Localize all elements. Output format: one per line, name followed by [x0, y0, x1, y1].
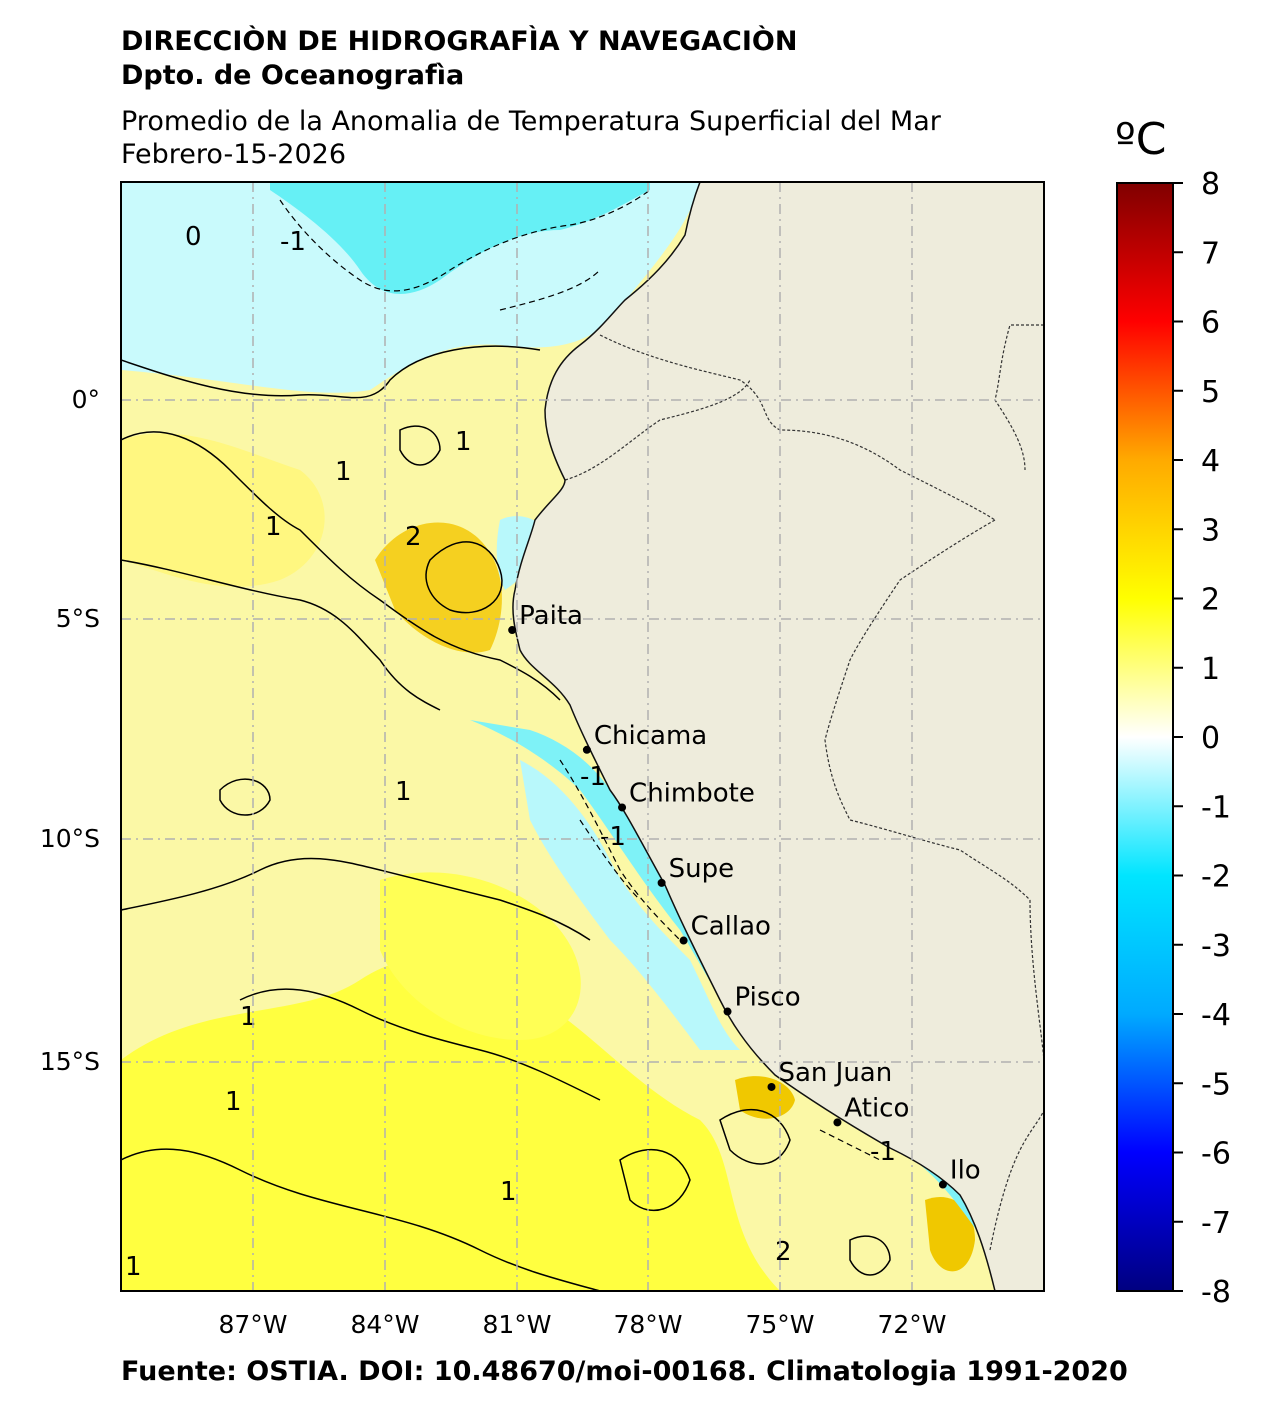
country-border: [564, 379, 751, 481]
organization-title: DIRECCIÒN DE HIDROGRAFÌA Y NAVEGACIÒN: [121, 26, 798, 57]
anomaly-warm-patch: [380, 872, 581, 1040]
contour-label: 1: [240, 1002, 257, 1032]
map-date: Febrero-15-2026: [121, 139, 347, 170]
city-marker-chicama: [582, 745, 591, 754]
colorbar-tick-label: 7: [1201, 236, 1220, 271]
city-marker-ilo: [938, 1180, 947, 1189]
lat-tick-label: 15°S: [40, 1047, 100, 1076]
city-marker-san-juan: [767, 1082, 776, 1091]
contour-label: 2: [775, 1237, 792, 1267]
anomaly-warm-patch: [121, 958, 780, 1291]
colorbar-tick-label: -8: [1201, 1275, 1231, 1310]
map-frame: [120, 181, 1045, 1292]
contour-label: 2: [405, 522, 422, 552]
colorbar-tick-label: 6: [1201, 306, 1220, 341]
city-label-san-juan: San Juan: [778, 1058, 892, 1088]
city-label-atico: Atico: [844, 1093, 909, 1123]
city-marker-paita: [508, 626, 517, 635]
colorbar-tick-label: -5: [1201, 1067, 1231, 1102]
city-marker-pisco: [723, 1007, 732, 1016]
colorbar-tick-label: 1: [1201, 652, 1220, 687]
latitude-tick-labels: 0° 5°S 10°S 15°S: [40, 385, 100, 1076]
city-markers: Paita Chicama Chimbote Supe Callao Pisco San J…: [508, 601, 981, 1189]
gridlines: [121, 182, 1044, 1291]
city-label-chimbote: Chimbote: [629, 778, 755, 808]
city-label-chicama: Chicama: [594, 721, 707, 751]
colorbar-tick-label: -3: [1201, 929, 1231, 964]
contour-label: 1: [455, 427, 472, 457]
department-title: Dpto. de Oceanografìa: [121, 60, 465, 91]
colorbar-tick-label: 2: [1201, 583, 1220, 618]
colorbar-tick-label: -7: [1201, 1206, 1231, 1241]
contour-label: 1: [335, 457, 352, 487]
map-title: Promedio de la Anomalia de Temperatura S…: [121, 106, 941, 137]
map-panel: 0 1 -1 2 1 1 -1 1 -1 1 1 -1 1 2 1: [121, 182, 1044, 1291]
city-label-supe: Supe: [669, 854, 734, 884]
contour-labels: 0 1 -1 2 1 1 -1 1 -1 1 1 -1 1 2 1: [125, 222, 896, 1282]
city-marker-atico: [833, 1118, 842, 1127]
coastline: [512, 182, 996, 1291]
anomaly-cold-core: [270, 182, 650, 294]
anomaly-warm-patch: [121, 433, 325, 587]
city-label-callao: Callao: [691, 912, 771, 942]
contour-label: 1: [265, 512, 282, 542]
colorbar-tick-label: -2: [1201, 860, 1231, 895]
lon-tick-label: 75°W: [745, 1310, 814, 1339]
city-label-paita: Paita: [519, 601, 583, 631]
land-south-america: [512, 182, 1044, 1291]
city-marker-chimbote: [618, 803, 627, 812]
colorbar-tick-label: 4: [1201, 444, 1220, 479]
city-label-ilo: Ilo: [950, 1156, 981, 1186]
colorbar-unit: ºC: [1115, 114, 1167, 165]
city-marker-callao: [679, 936, 688, 945]
contour-label: 0: [185, 222, 202, 252]
lon-tick-label: 81°W: [482, 1310, 551, 1339]
anomaly-hot-patch: [925, 1196, 975, 1272]
contour-label: 1: [500, 1177, 517, 1207]
lon-tick-label: 78°W: [613, 1310, 682, 1339]
colorbar-tick-label: -4: [1201, 998, 1231, 1033]
colorbar-gradient: [1116, 182, 1174, 1292]
contour-label: -1: [600, 822, 626, 852]
anomaly-coastal-cool-strip: [520, 760, 740, 1050]
lon-tick-label: 87°W: [218, 1310, 287, 1339]
lat-tick-label: 5°S: [56, 604, 100, 633]
colorbar-tick-label: 0: [1201, 721, 1220, 756]
country-border: [989, 1109, 1044, 1251]
lon-tick-label: 72°W: [877, 1310, 946, 1339]
colorbar-ticks: 8 7 6 5 4 3 2 1 0 -1 -2 -3 -4 -5 -6 -7 -8: [1173, 167, 1231, 1310]
lat-tick-label: 10°S: [40, 824, 100, 853]
lon-tick-label: 84°W: [350, 1310, 419, 1339]
city-marker-supe: [657, 878, 666, 887]
contour-label: -1: [280, 227, 306, 257]
colorbar: 8 7 6 5 4 3 2 1 0 -1 -2 -3 -4 -5 -6 -7 -8: [1116, 167, 1231, 1310]
contour-label: -1: [580, 762, 606, 792]
contour-lines-negative: [279, 189, 881, 1161]
colorbar-tick-label: 8: [1201, 167, 1220, 202]
country-border: [824, 519, 1031, 901]
city-label-pisco: Pisco: [735, 983, 801, 1013]
contour-label: -1: [870, 1137, 896, 1167]
colorbar-tick-label: -1: [1201, 790, 1231, 825]
source-footer: Fuente: OSTIA. DOI: 10.48670/moi-00168. …: [121, 1356, 1128, 1387]
longitude-tick-labels: 87°W 84°W 81°W 78°W 75°W 72°W: [218, 1310, 946, 1339]
colorbar-tick-label: -6: [1201, 1137, 1231, 1172]
contour-label: 1: [125, 1252, 142, 1282]
colorbar-tick-label: 5: [1201, 375, 1220, 410]
lat-tick-label: 0°: [72, 385, 100, 414]
contour-label: 1: [225, 1087, 242, 1117]
country-border: [1029, 899, 1044, 1061]
contour-label: 1: [395, 777, 412, 807]
colorbar-tick-label: 3: [1201, 513, 1220, 548]
